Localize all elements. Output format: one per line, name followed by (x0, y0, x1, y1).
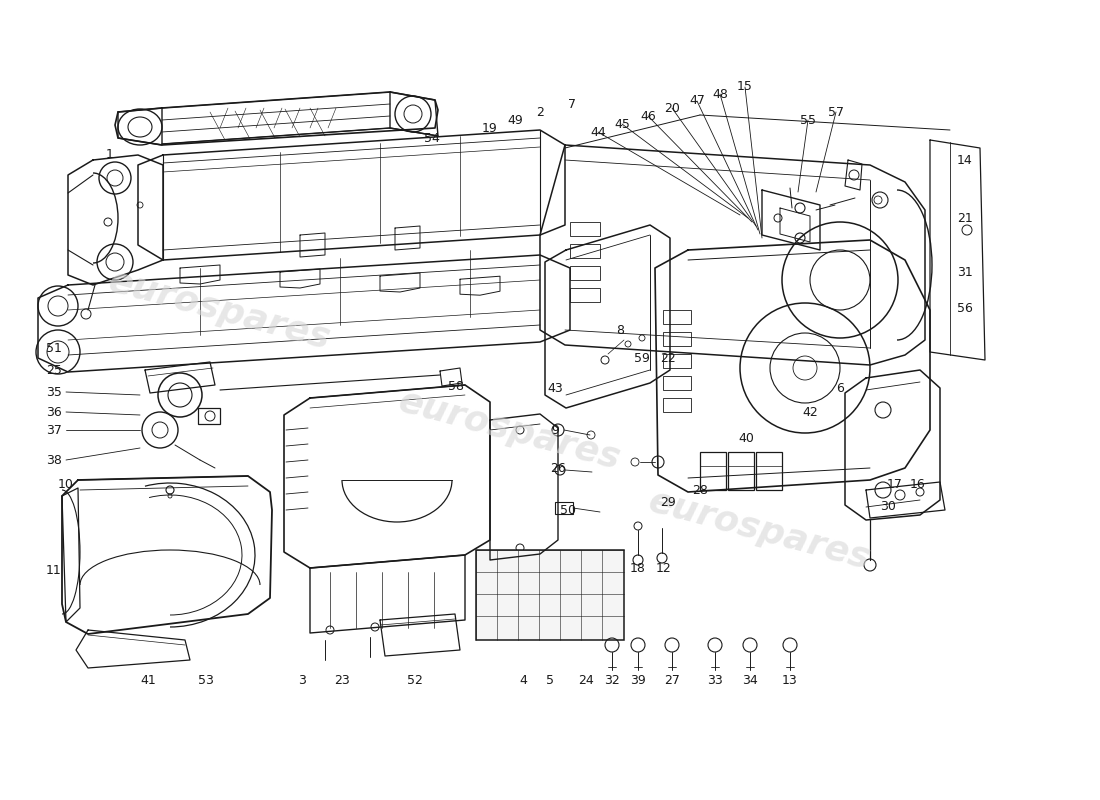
Text: 7: 7 (568, 98, 576, 110)
Text: 45: 45 (614, 118, 630, 130)
Text: 43: 43 (547, 382, 563, 394)
Text: 10: 10 (58, 478, 74, 491)
Text: 34: 34 (742, 674, 758, 686)
Bar (198, 408, 220, 424)
Text: 24: 24 (579, 674, 594, 686)
Text: 59: 59 (634, 351, 650, 365)
Text: 6: 6 (836, 382, 844, 394)
Text: 14: 14 (957, 154, 972, 166)
Text: 29: 29 (660, 495, 675, 509)
Bar (663, 376, 691, 390)
Text: 23: 23 (334, 674, 350, 686)
Text: 28: 28 (692, 483, 708, 497)
Bar (663, 398, 691, 412)
Text: 21: 21 (957, 211, 972, 225)
Text: eurospares: eurospares (106, 264, 334, 356)
Text: 35: 35 (46, 386, 62, 398)
Text: 4: 4 (519, 674, 527, 686)
Text: 25: 25 (46, 363, 62, 377)
Text: 13: 13 (782, 674, 797, 686)
Text: 47: 47 (689, 94, 705, 107)
Text: 22: 22 (660, 351, 675, 365)
Bar (570, 244, 600, 258)
Text: eurospares: eurospares (395, 384, 625, 476)
Bar (663, 310, 691, 324)
Text: 18: 18 (630, 562, 646, 574)
Text: 27: 27 (664, 674, 680, 686)
Text: 19: 19 (482, 122, 498, 134)
Text: 12: 12 (656, 562, 672, 574)
Text: 53: 53 (198, 674, 213, 686)
Text: 38: 38 (46, 454, 62, 466)
Text: 31: 31 (957, 266, 972, 278)
Text: 58: 58 (448, 379, 464, 393)
Text: 48: 48 (712, 87, 728, 101)
Bar (756, 452, 782, 490)
Text: 54: 54 (425, 131, 440, 145)
Bar (570, 222, 600, 236)
Bar (476, 550, 624, 640)
Text: 32: 32 (604, 674, 620, 686)
Text: 2: 2 (536, 106, 543, 118)
Text: 41: 41 (140, 674, 156, 686)
Text: 8: 8 (616, 323, 624, 337)
Text: 44: 44 (590, 126, 606, 138)
Text: 3: 3 (298, 674, 306, 686)
Text: 30: 30 (880, 499, 895, 513)
Text: 36: 36 (46, 406, 62, 418)
Text: 52: 52 (407, 674, 422, 686)
Bar (570, 266, 600, 280)
Bar (556, 502, 573, 514)
Text: 51: 51 (46, 342, 62, 354)
Text: 56: 56 (957, 302, 972, 314)
Text: 55: 55 (800, 114, 816, 126)
Text: 11: 11 (46, 563, 62, 577)
Bar (700, 452, 726, 490)
Text: 39: 39 (630, 674, 646, 686)
Bar (663, 332, 691, 346)
Text: 33: 33 (707, 674, 723, 686)
Bar (728, 452, 754, 490)
Text: 26: 26 (550, 462, 565, 474)
Text: 46: 46 (640, 110, 656, 122)
Text: 9: 9 (551, 423, 559, 437)
Text: 16: 16 (910, 478, 926, 490)
Text: eurospares: eurospares (646, 484, 874, 576)
Text: 1: 1 (106, 149, 114, 162)
Text: 17: 17 (887, 478, 903, 490)
Text: 15: 15 (737, 81, 752, 94)
Text: 50: 50 (560, 503, 576, 517)
Text: 49: 49 (507, 114, 522, 126)
Text: 40: 40 (738, 431, 754, 445)
Text: 20: 20 (664, 102, 680, 114)
Bar (570, 288, 600, 302)
Text: 37: 37 (46, 423, 62, 437)
Bar (663, 354, 691, 368)
Text: 57: 57 (828, 106, 844, 118)
Text: 42: 42 (802, 406, 818, 418)
Text: 5: 5 (546, 674, 554, 686)
